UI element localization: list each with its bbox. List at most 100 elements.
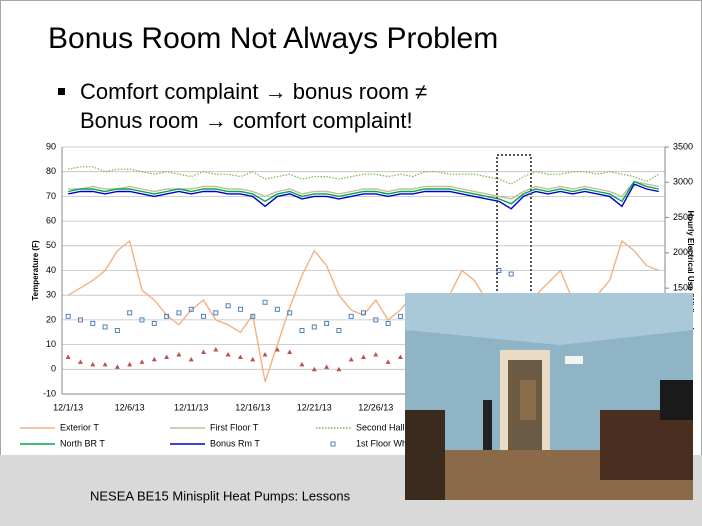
y-tick-label: 20 — [46, 314, 56, 324]
legend-label: North BR T — [60, 438, 105, 448]
x-tick-label: 12/1/13 — [53, 402, 83, 412]
data-marker — [336, 366, 342, 372]
legend-label: Second Hall T — [356, 422, 413, 432]
x-tick-label: 12/26/13 — [358, 402, 393, 412]
data-marker — [324, 364, 330, 369]
photo-minisplit — [565, 356, 583, 364]
data-marker — [299, 361, 305, 367]
x-tick-label: 12/11/13 — [174, 402, 208, 412]
legend-label: 1st Floor Wh — [356, 438, 407, 448]
y-tick-label: 90 — [46, 141, 56, 151]
photo-desk — [600, 410, 693, 480]
data-marker — [250, 356, 256, 362]
data-marker — [299, 327, 305, 333]
data-marker — [65, 354, 71, 359]
data-marker — [311, 366, 317, 372]
data-marker — [348, 313, 354, 319]
data-marker — [262, 351, 268, 357]
bullet-marker — [58, 88, 65, 95]
x-tick-label: 12/21/13 — [297, 402, 332, 412]
y-tick-label: 40 — [46, 265, 56, 275]
data-line — [68, 183, 659, 210]
data-marker — [385, 320, 391, 326]
slide-title: Bonus Room Not Always Problem — [48, 22, 498, 55]
photo-tower-fan — [483, 400, 492, 462]
data-marker — [213, 347, 219, 352]
data-marker — [336, 327, 342, 333]
data-marker — [201, 313, 207, 319]
data-marker — [274, 306, 280, 312]
data-marker — [139, 317, 145, 323]
y-tick-label: 0 — [51, 364, 56, 374]
data-marker — [348, 356, 354, 362]
data-marker — [114, 327, 120, 333]
data-marker — [373, 351, 379, 357]
data-marker — [102, 324, 108, 330]
data-marker — [176, 310, 182, 316]
bullet-line: Bonus room → comfort complaint! — [80, 108, 413, 133]
data-marker — [90, 320, 96, 326]
y2-tick-label: 1500 — [673, 283, 693, 293]
data-marker — [213, 310, 219, 316]
y-tick-label: 50 — [46, 240, 56, 250]
y2-tick-label: 3000 — [673, 177, 693, 187]
data-marker — [77, 317, 83, 323]
data-marker — [77, 359, 83, 364]
data-marker — [225, 351, 231, 357]
y-axis-label: Temperature (F) — [31, 240, 40, 301]
data-marker — [274, 347, 280, 352]
x-tick-label: 12/16/13 — [235, 402, 270, 412]
data-marker — [188, 306, 194, 312]
photo-monitor — [660, 380, 693, 420]
bullet-line: Comfort complaint → bonus room ≠ — [80, 79, 427, 104]
data-marker — [237, 354, 243, 359]
data-line — [68, 180, 659, 200]
y-tick-label: 60 — [46, 215, 56, 225]
data-marker — [164, 354, 170, 359]
legend-label: Bonus Rm T — [210, 438, 260, 448]
y-tick-label: 80 — [46, 166, 56, 176]
data-marker — [287, 349, 293, 355]
data-marker — [508, 271, 514, 277]
data-marker — [102, 361, 108, 367]
data-marker — [188, 356, 194, 362]
data-marker — [385, 359, 391, 364]
legend-label: First Floor T — [210, 422, 259, 432]
y2-tick-label: 3500 — [673, 141, 693, 151]
x-tick-label: 12/6/13 — [115, 402, 145, 412]
data-marker — [250, 313, 256, 319]
data-line — [68, 180, 659, 205]
y2-axis-label: Hourly Electrical Use (Wh/hour) — [686, 210, 695, 330]
data-marker — [151, 320, 157, 326]
data-marker — [397, 313, 403, 319]
data-marker — [114, 364, 120, 369]
legend-marker — [330, 441, 336, 447]
data-marker — [287, 310, 293, 316]
data-marker — [397, 354, 403, 359]
y2-tick-label: 2500 — [673, 212, 693, 222]
data-marker — [324, 320, 330, 326]
data-marker — [176, 351, 182, 357]
data-marker — [90, 361, 96, 367]
data-marker — [127, 310, 133, 316]
footer-text: NESEA BE15 Minisplit Heat Pumps: Lessons — [90, 488, 351, 503]
data-marker — [201, 349, 207, 355]
photo-shelf — [520, 380, 536, 420]
room-photo — [405, 293, 693, 500]
y-tick-label: 30 — [46, 290, 56, 300]
data-marker — [373, 317, 379, 323]
data-marker — [237, 306, 243, 312]
data-marker — [127, 361, 133, 367]
y-tick-label: 70 — [46, 191, 56, 201]
data-marker — [361, 354, 366, 359]
photo-table — [405, 410, 445, 500]
data-marker — [361, 310, 366, 316]
legend-label: Exterior T — [60, 422, 99, 432]
data-marker — [311, 324, 317, 330]
y-tick-label: -10 — [43, 388, 56, 398]
data-marker — [225, 303, 231, 309]
data-marker — [164, 313, 170, 319]
data-marker — [65, 313, 71, 319]
data-line — [68, 166, 660, 185]
